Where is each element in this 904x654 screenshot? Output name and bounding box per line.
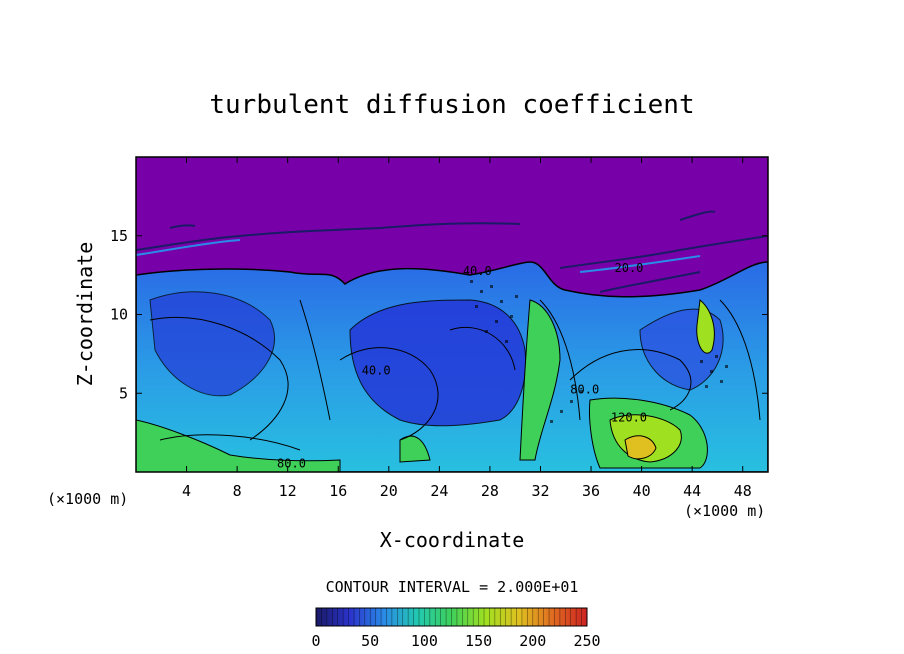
y-tick-label: 10 bbox=[110, 306, 128, 324]
plot-area: 20.0 40.0 40.0 80.0 80.0 120.0 bbox=[136, 157, 768, 472]
x-axis-ticks: 4 8 12 16 20 24 28 32 36 40 44 48 bbox=[182, 157, 752, 500]
colorbar-tick-label: 50 bbox=[361, 632, 379, 650]
x-tick-label: 36 bbox=[582, 482, 600, 500]
y-tick-label: 15 bbox=[110, 227, 128, 245]
x-tick-label: 32 bbox=[531, 482, 549, 500]
core-region-1 bbox=[349, 299, 527, 427]
high-region-6 bbox=[399, 435, 431, 463]
x-tick-label: 28 bbox=[481, 482, 499, 500]
x-axis-label: X-coordinate bbox=[380, 528, 525, 552]
high-region-1 bbox=[519, 299, 561, 461]
contour-labels: 20.0 40.0 40.0 80.0 80.0 120.0 bbox=[277, 261, 647, 470]
x-tick-label: 44 bbox=[683, 482, 701, 500]
colorbar-stripes bbox=[321, 608, 582, 626]
y-axis-ticks: 5 10 15 bbox=[110, 227, 768, 402]
chart-title: turbulent diffusion coefficient bbox=[209, 90, 694, 120]
colorbar-tick-label: 150 bbox=[465, 632, 492, 650]
high-region-5 bbox=[136, 419, 341, 472]
contour-label: 120.0 bbox=[611, 411, 647, 425]
x-tick-label: 12 bbox=[279, 482, 297, 500]
x-tick-label: 4 bbox=[182, 482, 191, 500]
x-unit-left: (×1000 m) bbox=[47, 490, 128, 508]
high-region-7 bbox=[696, 299, 715, 354]
noise-patch-1 bbox=[470, 280, 728, 423]
x-tick-label: 24 bbox=[430, 482, 448, 500]
upper-streaks bbox=[136, 210, 768, 293]
x-unit-right: (×1000 m) bbox=[684, 502, 765, 520]
contour-label: 40.0 bbox=[463, 264, 492, 278]
colorbar-tick-label: 200 bbox=[519, 632, 546, 650]
contour-label: 40.0 bbox=[362, 363, 391, 377]
y-axis-label: Z-coordinate bbox=[73, 242, 97, 387]
x-tick-label: 40 bbox=[633, 482, 651, 500]
high-region-4 bbox=[624, 435, 657, 460]
x-tick-label: 20 bbox=[380, 482, 398, 500]
x-tick-label: 16 bbox=[329, 482, 347, 500]
colorbar-tick-label: 250 bbox=[573, 632, 600, 650]
colorbar-tick-labels: 0 50 100 150 200 250 bbox=[311, 632, 600, 650]
contour-label: 80.0 bbox=[570, 382, 599, 396]
contour-label: 80.0 bbox=[277, 456, 306, 470]
contour-label: 20.0 bbox=[615, 261, 644, 275]
contour-lines bbox=[149, 299, 761, 451]
colorbar-tick-label: 0 bbox=[311, 632, 320, 650]
contour-interval-text: CONTOUR INTERVAL = 2.000E+01 bbox=[326, 578, 579, 596]
x-tick-label: 48 bbox=[734, 482, 752, 500]
colorbar-tick-label: 100 bbox=[411, 632, 438, 650]
x-tick-label: 8 bbox=[233, 482, 242, 500]
y-tick-label: 5 bbox=[119, 384, 128, 402]
